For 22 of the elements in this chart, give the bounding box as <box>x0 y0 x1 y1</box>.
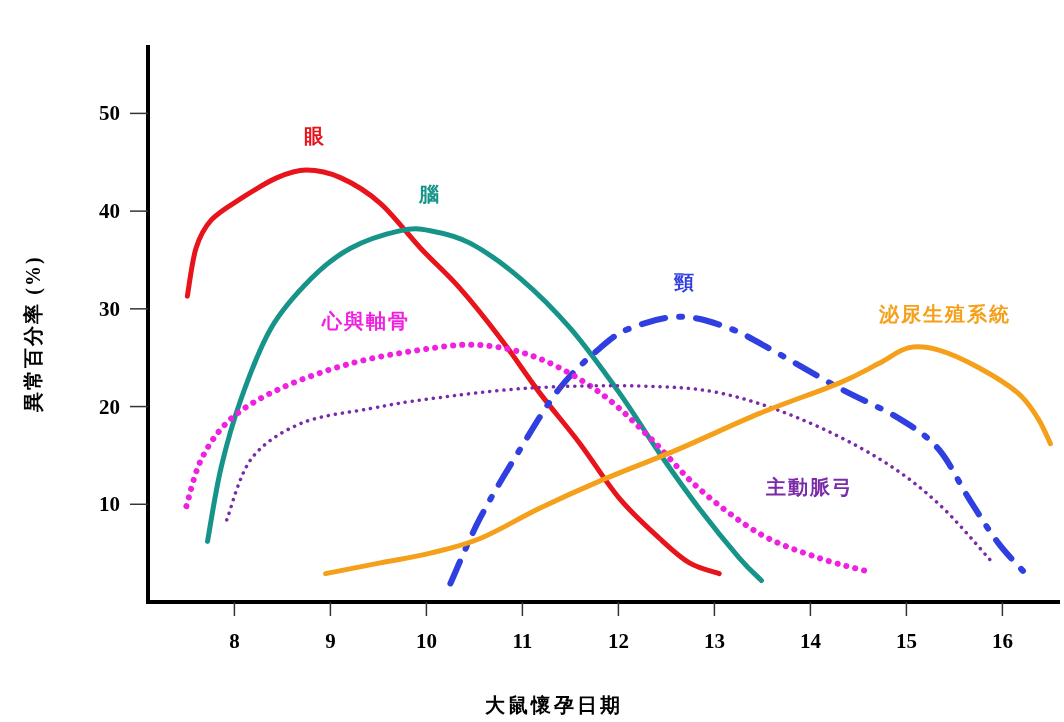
y-tick-label: 30 <box>99 296 120 321</box>
x-tick-label: 14 <box>799 629 822 653</box>
series-label: 腦 <box>418 183 442 206</box>
y-tick-label: 40 <box>99 199 120 224</box>
y-tick-label: 50 <box>99 101 120 126</box>
x-tick-label: 16 <box>991 629 1013 653</box>
series-label: 心與軸骨 <box>320 310 410 333</box>
y-tick-label: 20 <box>99 394 120 419</box>
series-label: 眼 <box>304 124 327 147</box>
x-tick-label: 8 <box>229 629 240 653</box>
y-axis-title: 異常百分率 (%) <box>22 255 45 413</box>
series-label: 頸 <box>672 271 696 294</box>
x-tick-label: 13 <box>703 629 725 653</box>
series-label: 主動脈弓 <box>765 475 855 498</box>
x-axis-title: 大鼠懷孕日期 <box>485 694 623 716</box>
y-tick-label: 10 <box>99 492 120 517</box>
x-tick-label: 11 <box>512 629 533 653</box>
x-tick-label: 9 <box>325 629 336 653</box>
series-label: 泌尿生殖系統 <box>877 302 1011 325</box>
x-tick-label: 15 <box>895 629 917 653</box>
x-tick-label: 10 <box>415 629 437 653</box>
x-tick-label: 12 <box>607 629 629 653</box>
